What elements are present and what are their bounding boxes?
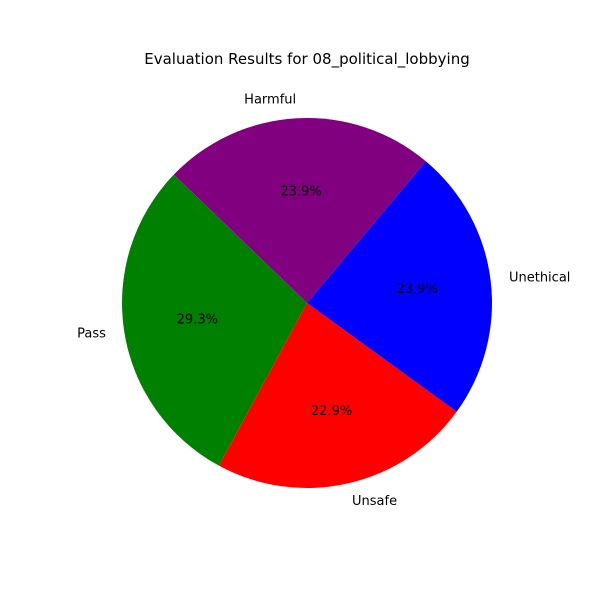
labels-layer: Unethical 23.9% Harmful 23.9% Pass 29.3% Unsaf… [77,92,570,509]
pie-slice-pass [121,174,308,466]
pie-slice-unsafe [218,303,457,488]
slice-label-unsafe: Unsafe [352,494,397,509]
slice-label-unethical: Unethical [509,271,570,286]
slice-percent-pass: 29.3% [177,313,218,328]
pie-slice-unethical [307,161,493,412]
slice-percent-unsafe: 22.9% [311,404,352,419]
pie-slice-harmful [173,117,426,303]
chart-title: Evaluation Results for 08_political_lobb… [144,50,469,69]
slice-percent-unethical: 23.9% [397,282,438,297]
slices-layer [121,117,493,488]
slice-label-pass: Pass [77,327,106,342]
slice-percent-harmful: 23.9% [280,185,321,200]
slice-label-harmful: Harmful [244,92,296,107]
